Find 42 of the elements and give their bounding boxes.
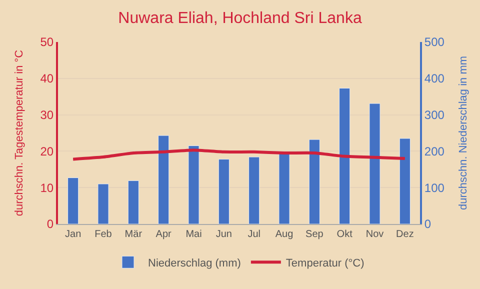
y2-tick-label: 300 <box>424 108 445 122</box>
bar <box>218 158 230 224</box>
y2-tick-label: 500 <box>424 35 445 50</box>
legend-label: Temperatur (°C) <box>286 257 364 270</box>
x-tick-label: Jul <box>248 229 260 240</box>
x-tick-label: Nov <box>366 229 384 240</box>
bar <box>308 139 320 224</box>
chart-title: Nuwara Eliah, Hochland Sri Lanka <box>118 10 362 27</box>
x-tick-label: Aug <box>275 229 294 240</box>
bar <box>188 145 200 224</box>
bar <box>98 184 109 224</box>
x-tick-label: Feb <box>94 229 112 240</box>
y-tick-label: 20 <box>40 144 54 158</box>
y2-tick-label: 0 <box>424 217 432 232</box>
y-axis-title: durchschn. Tagestemperatur in °C <box>13 50 26 216</box>
y-tick-label: 40 <box>40 72 54 86</box>
line-series <box>72 148 406 161</box>
bar <box>369 103 380 224</box>
y-tick-label: 50 <box>40 35 54 50</box>
x-tick-label: Mai <box>186 229 202 240</box>
y-tick-label: 10 <box>40 180 54 195</box>
y-tick-label: 30 <box>40 108 54 122</box>
bar <box>399 138 410 224</box>
y2-tick-label: 200 <box>424 144 445 158</box>
bar <box>68 178 79 224</box>
bar <box>158 135 170 224</box>
x-tick-label: Apr <box>156 229 172 240</box>
x-tick-label: Sep <box>306 229 324 240</box>
x-tick-label: Mär <box>124 229 143 240</box>
x-tick-label: Okt <box>336 229 353 240</box>
x-tick-label: Jun <box>216 229 232 240</box>
bar <box>278 152 290 224</box>
y2-axis-title: durchschn. Niederschlag in mm <box>457 56 470 210</box>
y-tick-label: 0 <box>46 217 54 232</box>
y2-tick-label: 100 <box>424 180 445 195</box>
bar <box>128 180 139 224</box>
legend-label: Niederschlag (mm) <box>148 257 241 270</box>
y2-tick-label: 400 <box>424 72 445 86</box>
bar <box>339 88 350 224</box>
x-tick-label: Dez <box>396 229 414 240</box>
bar <box>248 156 260 224</box>
x-tick-label: Jan <box>65 229 82 240</box>
